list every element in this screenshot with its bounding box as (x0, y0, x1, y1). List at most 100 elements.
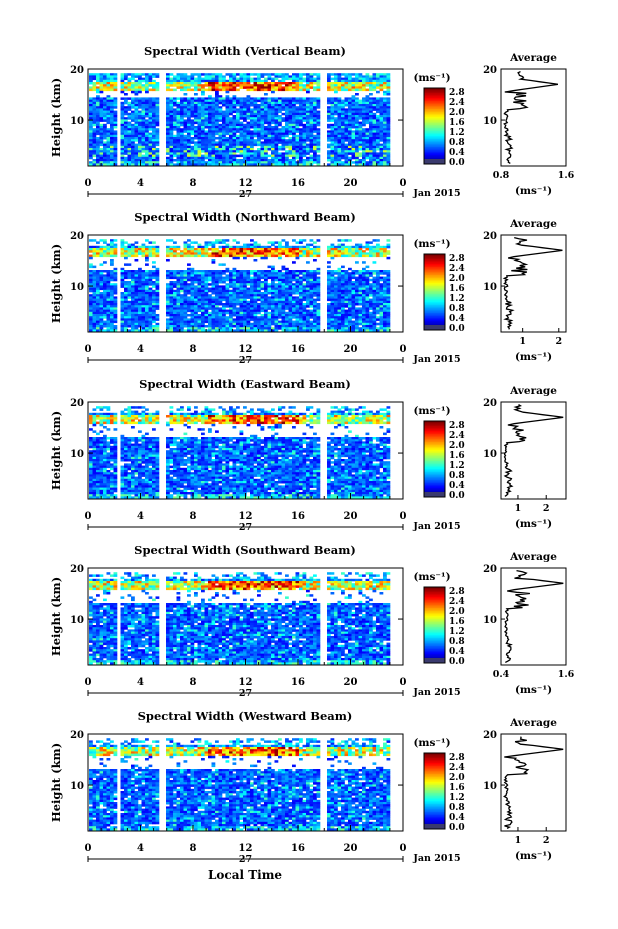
heatmap-cell (99, 97, 104, 100)
heatmap-cell (379, 79, 384, 83)
heatmap-cell (365, 108, 370, 111)
heatmap-cell (222, 101, 226, 105)
heatmap-cell (274, 128, 279, 131)
heatmap-cell (351, 84, 356, 87)
heatmap-cell (190, 303, 195, 306)
heatmap-cell (169, 126, 174, 129)
heatmap-cell (271, 150, 275, 153)
heatmap-cell (148, 117, 153, 120)
heatmap-cell (278, 163, 282, 166)
heatmap-cell (138, 276, 142, 280)
heatmap-cell (103, 145, 107, 149)
heatmap-cell (215, 159, 219, 162)
heatmap-cell (211, 270, 216, 273)
heatmap-cell (194, 281, 198, 284)
heatmap-cell (208, 108, 212, 111)
heatmap-cell (225, 95, 230, 98)
heatmap-cell (274, 300, 279, 304)
heatmap-cell (355, 121, 359, 125)
heatmap-cell (243, 84, 247, 87)
heatmap-cell (208, 287, 212, 291)
heatmap-cell (201, 148, 205, 151)
heatmap-cell (187, 99, 191, 103)
heatmap-cell (288, 128, 293, 131)
heatmap-cell (281, 152, 286, 155)
heatmap-cell (155, 254, 160, 258)
heatmap-cell (362, 156, 366, 160)
heatmap-cell (271, 134, 275, 138)
heatmap-cell (155, 108, 160, 111)
heatmap-cell (376, 141, 380, 144)
heatmap-cell (327, 139, 331, 142)
heatmap-cell (274, 97, 279, 100)
heatmap-cell (351, 254, 356, 258)
heatmap-cell (197, 245, 202, 249)
heatmap-cell (295, 281, 300, 284)
heatmap-cell (229, 289, 233, 293)
heatmap-cell (257, 77, 261, 81)
heatmap-cell (134, 305, 139, 308)
heatmap-cell (369, 283, 373, 286)
heatmap-cell (292, 292, 296, 295)
heatmap-cell (292, 274, 296, 277)
heatmap-cell (155, 287, 160, 291)
heatmap-cell (187, 115, 191, 118)
heatmap-cell (365, 243, 370, 247)
heatmap-cell (215, 294, 219, 297)
heatmap-cell (194, 77, 198, 81)
heatmap-cell (383, 287, 387, 291)
heatmap-cell (278, 274, 282, 277)
heatmap-cell (278, 134, 282, 138)
heatmap-cell (145, 126, 149, 129)
heatmap-cell (92, 86, 97, 89)
heatmap-cell (383, 294, 387, 297)
heatmap-cell (243, 119, 247, 122)
heatmap-cell (267, 272, 272, 275)
heatmap-cell (271, 274, 275, 277)
heatmap-cell (292, 77, 296, 81)
heatmap-cell (365, 161, 370, 164)
heatmap-cell (92, 104, 97, 107)
heatmap-cell (253, 248, 258, 251)
heatmap-cell (222, 152, 226, 155)
heatmap-cell (173, 289, 177, 293)
heatmap-cell (145, 285, 149, 288)
heatmap-cell (330, 101, 335, 105)
heatmap-cell (306, 112, 310, 116)
heatmap-cell (327, 73, 331, 76)
heatmap-cell (386, 123, 391, 127)
heatmap-cell (152, 121, 156, 125)
heatmap-cell (176, 145, 181, 149)
heatmap-cell (288, 305, 293, 308)
heatmap-cell (138, 84, 142, 87)
heatmap-cell (253, 86, 258, 89)
heatmap-cell (99, 132, 104, 136)
heatmap-cell (110, 84, 114, 87)
heatmap-cell (166, 296, 170, 299)
heatmap-cell (194, 250, 198, 253)
heatmap-cell (120, 283, 125, 286)
heatmap-cell (222, 77, 226, 81)
heatmap-cell (152, 145, 156, 149)
heatmap-cell (106, 289, 111, 293)
heatmap-cell (271, 110, 275, 114)
heatmap-cell (208, 243, 212, 247)
heatmap-cell (201, 134, 205, 138)
heatmap-cell (176, 141, 181, 144)
heatmap-cell (155, 245, 160, 249)
heatmap-cell (215, 82, 219, 85)
heatmap-cell (89, 73, 93, 76)
heatmap-cell (337, 130, 342, 133)
heatmap-cell (155, 117, 160, 120)
heatmap-cell (99, 281, 104, 284)
heatmap-cell (316, 130, 321, 133)
heatmap-cell (250, 152, 254, 155)
heatmap-cell (316, 115, 321, 118)
heatmap-cell (145, 300, 149, 304)
heatmap-cell (295, 285, 300, 288)
heatmap-cell (369, 294, 373, 297)
heatmap-cell (257, 115, 261, 118)
heatmap-cell (201, 101, 205, 105)
heatmap-cell (166, 285, 170, 288)
heatmap-cell (358, 88, 363, 92)
